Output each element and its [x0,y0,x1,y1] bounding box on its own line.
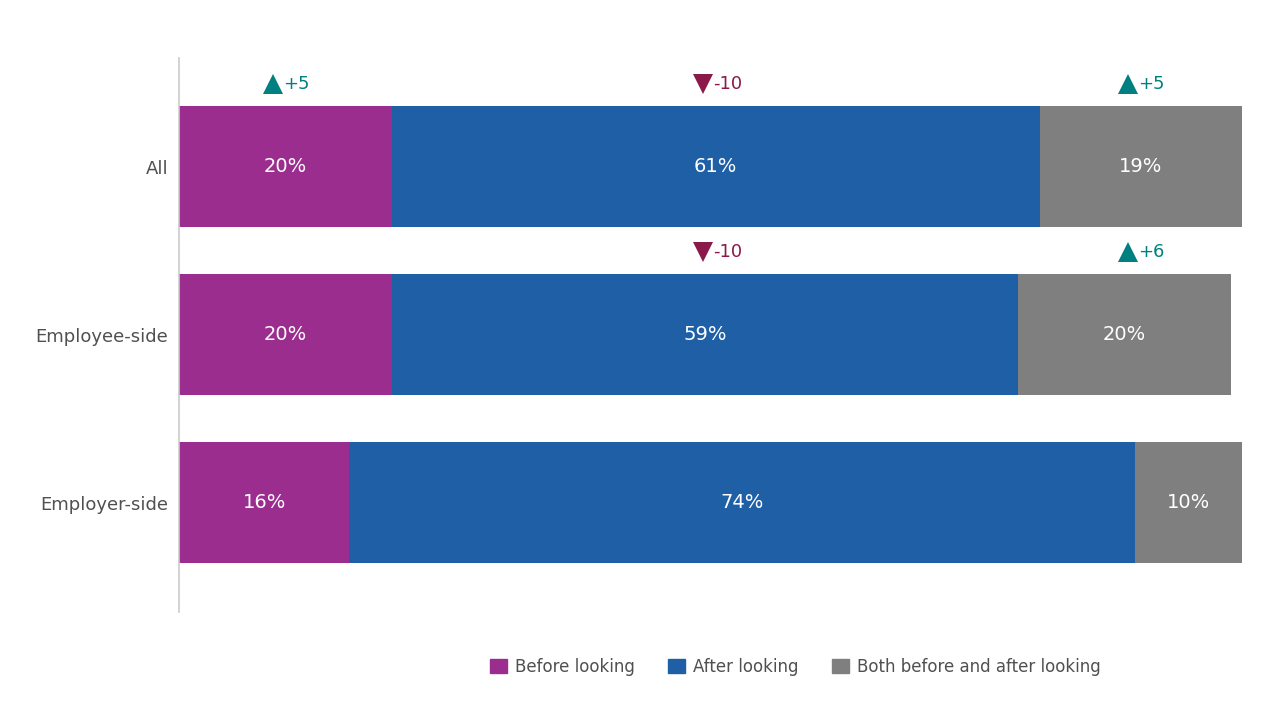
Text: +5: +5 [283,76,310,94]
Text: 20%: 20% [1103,325,1147,344]
Text: 20%: 20% [264,157,307,176]
Bar [392,274,1019,395]
Bar [349,442,1135,563]
Text: -10: -10 [713,76,742,94]
Text: -10: -10 [713,243,742,261]
Bar [1019,274,1231,395]
Text: 61%: 61% [694,157,737,176]
Bar [1135,442,1242,563]
Bar [1039,107,1242,228]
Bar [179,442,349,563]
Text: 74%: 74% [721,493,764,513]
Text: +5: +5 [1138,76,1165,94]
Bar [179,274,392,395]
Bar [392,107,1039,228]
Text: +6: +6 [1138,243,1165,261]
Text: 20%: 20% [264,325,307,344]
Legend: Before looking, After looking, Both before and after looking: Before looking, After looking, Both befo… [490,658,1101,676]
Text: 19%: 19% [1119,157,1162,176]
Text: 10%: 10% [1167,493,1210,513]
Bar [179,107,392,228]
Text: 59%: 59% [684,325,727,344]
Text: 16%: 16% [242,493,285,513]
